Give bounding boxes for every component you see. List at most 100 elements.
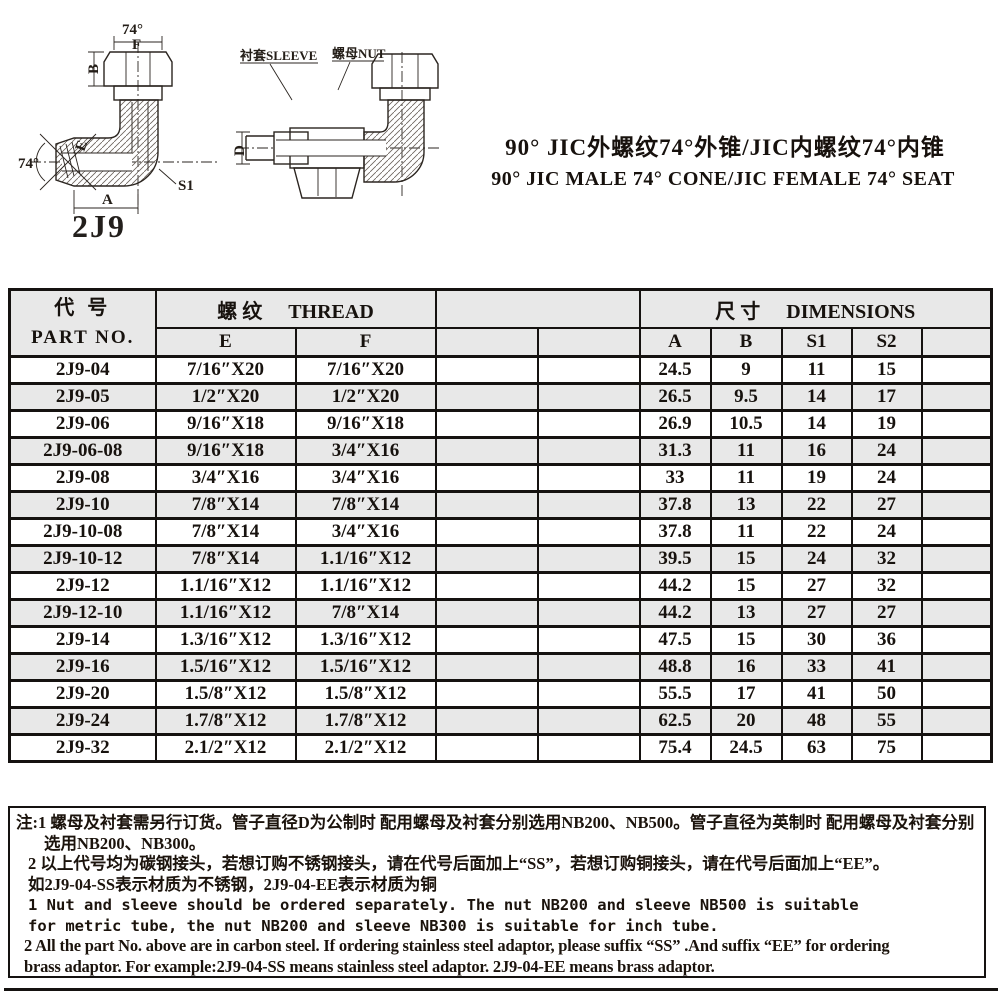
table-row: 2J9-10-08 7/8″X14 3/4″X16 37.8 11 22 24 <box>8 517 993 547</box>
cell-thread-e: 1.1/16″X12 <box>154 571 297 601</box>
angle-left-label: 74° <box>18 156 39 172</box>
col-header-s2: S2 <box>850 327 923 358</box>
cell-thread-e: 1.7/8″X12 <box>154 706 297 736</box>
cell-dim-s2: 27 <box>850 598 923 628</box>
cell-dim-s2: 27 <box>850 490 923 520</box>
note-line: 2 以上代号均为碳钢接头，若想订购不锈钢接头，请在代号后面加上“SS”，若想订购… <box>28 854 890 873</box>
cell-dim-s1: 24 <box>780 544 853 574</box>
table-row: 2J9-24 1.7/8″X12 1.7/8″X12 62.5 20 48 55 <box>8 706 993 736</box>
cell-blank <box>920 598 993 628</box>
cell-part-no: 2J9-06 <box>8 409 157 439</box>
assembled-fitting-diagram: 衬套SLEEVE 螺母NUT D <box>232 46 442 199</box>
cell-dim-s2: 24 <box>850 463 923 493</box>
drawing-assembled-fitting: 衬套SLEEVE 螺母NUT D <box>232 46 450 218</box>
cell-blank <box>536 544 641 574</box>
cell-blank <box>434 706 539 736</box>
s1-label: S1 <box>178 178 194 194</box>
cell-dim-b: 11 <box>709 463 783 493</box>
cell-dim-s2: 24 <box>850 436 923 466</box>
note-line: 2 All the part No. above are in carbon s… <box>24 936 890 955</box>
cell-blank <box>536 463 641 493</box>
cell-dim-s1: 48 <box>780 706 853 736</box>
cell-dim-s1: 22 <box>780 490 853 520</box>
cell-blank <box>536 652 641 682</box>
cell-dim-b: 16 <box>709 652 783 682</box>
cell-dim-a: 44.2 <box>638 571 712 601</box>
cell-thread-f: 1.3/16″X12 <box>294 625 437 655</box>
f-label: F <box>132 37 141 53</box>
cell-part-no: 2J9-16 <box>8 652 157 682</box>
cell-thread-e: 7/8″X14 <box>154 517 297 547</box>
cell-dim-b: 11 <box>709 517 783 547</box>
cell-thread-f: 7/8″X14 <box>294 490 437 520</box>
col-header-blank-2 <box>536 327 641 358</box>
cell-dim-b: 15 <box>709 625 783 655</box>
table-body: 2J9-04 7/16″X20 7/16″X20 24.5 9 11 15 2J… <box>8 355 993 763</box>
title-chinese: 90° JIC外螺纹74°外锥/JIC内螺纹74°内锥 <box>505 135 945 160</box>
cell-thread-f: 2.1/2″X12 <box>294 733 437 763</box>
table-row: 2J9-06-08 9/16″X18 3/4″X16 31.3 11 16 24 <box>8 436 993 466</box>
cell-dim-s1: 22 <box>780 517 853 547</box>
table-row: 2J9-12 1.1/16″X12 1.1/16″X12 44.2 15 27 … <box>8 571 993 601</box>
cell-dim-a: 48.8 <box>638 652 712 682</box>
cell-thread-e: 3/4″X16 <box>154 463 297 493</box>
table-row: 2J9-10 7/8″X14 7/8″X14 37.8 13 22 27 <box>8 490 993 520</box>
d-label: D <box>232 145 248 156</box>
cone-angle-lines <box>39 133 97 191</box>
cell-dim-s1: 27 <box>780 571 853 601</box>
cell-thread-f: 9/16″X18 <box>294 409 437 439</box>
cell-blank <box>434 544 539 574</box>
table-row: 2J9-10-12 7/8″X14 1.1/16″X12 39.5 15 24 … <box>8 544 993 574</box>
cell-blank <box>920 436 993 466</box>
cell-dim-a: 44.2 <box>638 598 712 628</box>
note-line: for metric tube, the nut NB200 and sleev… <box>28 916 719 935</box>
note-line: 1 Nut and sleeve should be ordered separ… <box>28 896 859 914</box>
model-code: 2J9 <box>72 208 126 244</box>
male-fitting-diagram: 74° F B E 74° A S1 <box>18 22 218 214</box>
cell-dim-s1: 30 <box>780 625 853 655</box>
cell-dim-a: 75.4 <box>638 733 712 763</box>
cell-dim-a: 33 <box>638 463 712 493</box>
cell-blank <box>536 382 641 412</box>
cell-part-no: 2J9-08 <box>8 463 157 493</box>
note-line: brass adaptor. For example:2J9-04-SS mea… <box>24 956 715 976</box>
cell-thread-e: 1.5/16″X12 <box>154 652 297 682</box>
cell-blank <box>434 490 539 520</box>
cell-dim-a: 31.3 <box>638 436 712 466</box>
cell-dim-s1: 33 <box>780 652 853 682</box>
d-dimension-line <box>236 131 250 165</box>
bore <box>62 153 132 171</box>
thread-cn: 螺 纹 <box>217 300 263 323</box>
cell-part-no: 2J9-06-08 <box>8 436 157 466</box>
cell-dim-b: 15 <box>709 571 783 601</box>
cell-dim-s2: 75 <box>850 733 923 763</box>
top-nut <box>103 51 173 87</box>
b-dimension-line <box>88 51 104 87</box>
dimensions-en: DIMENSIONS <box>786 300 916 323</box>
cell-thread-f: 1/2″X20 <box>294 382 437 412</box>
cell-blank <box>920 463 993 493</box>
cell-dim-s2: 50 <box>850 679 923 709</box>
cell-blank <box>920 544 993 574</box>
cell-thread-f: 3/4″X16 <box>294 436 437 466</box>
cell-thread-f: 3/4″X16 <box>294 463 437 493</box>
cell-blank <box>434 355 539 385</box>
cell-blank <box>920 733 993 763</box>
cell-thread-e: 7/8″X14 <box>154 490 297 520</box>
cell-thread-e: 7/16″X20 <box>154 355 297 385</box>
dimensions-table: 代 号 PART NO. 螺 纹 THREAD 尺 寸 DIMENSIONS E F… <box>8 288 994 763</box>
cell-dim-s1: 27 <box>780 598 853 628</box>
cell-blank <box>920 409 993 439</box>
cell-blank <box>536 598 641 628</box>
cell-blank <box>920 517 993 547</box>
cell-dim-s2: 36 <box>850 625 923 655</box>
cell-dim-a: 26.5 <box>638 382 712 412</box>
table-row: 2J9-20 1.5/8″X12 1.5/8″X12 55.5 17 41 50 <box>8 679 993 709</box>
col-header-thread: 螺 纹 THREAD <box>154 288 437 329</box>
table-row: 2J9-32 2.1/2″X12 2.1/2″X12 75.4 24.5 63 … <box>8 733 993 763</box>
part-no-en: PART NO. <box>31 327 135 348</box>
nut-hex <box>293 167 361 199</box>
cell-dim-s1: 41 <box>780 679 853 709</box>
cell-blank <box>434 679 539 709</box>
part-no-cn: 代 号 <box>54 297 112 319</box>
